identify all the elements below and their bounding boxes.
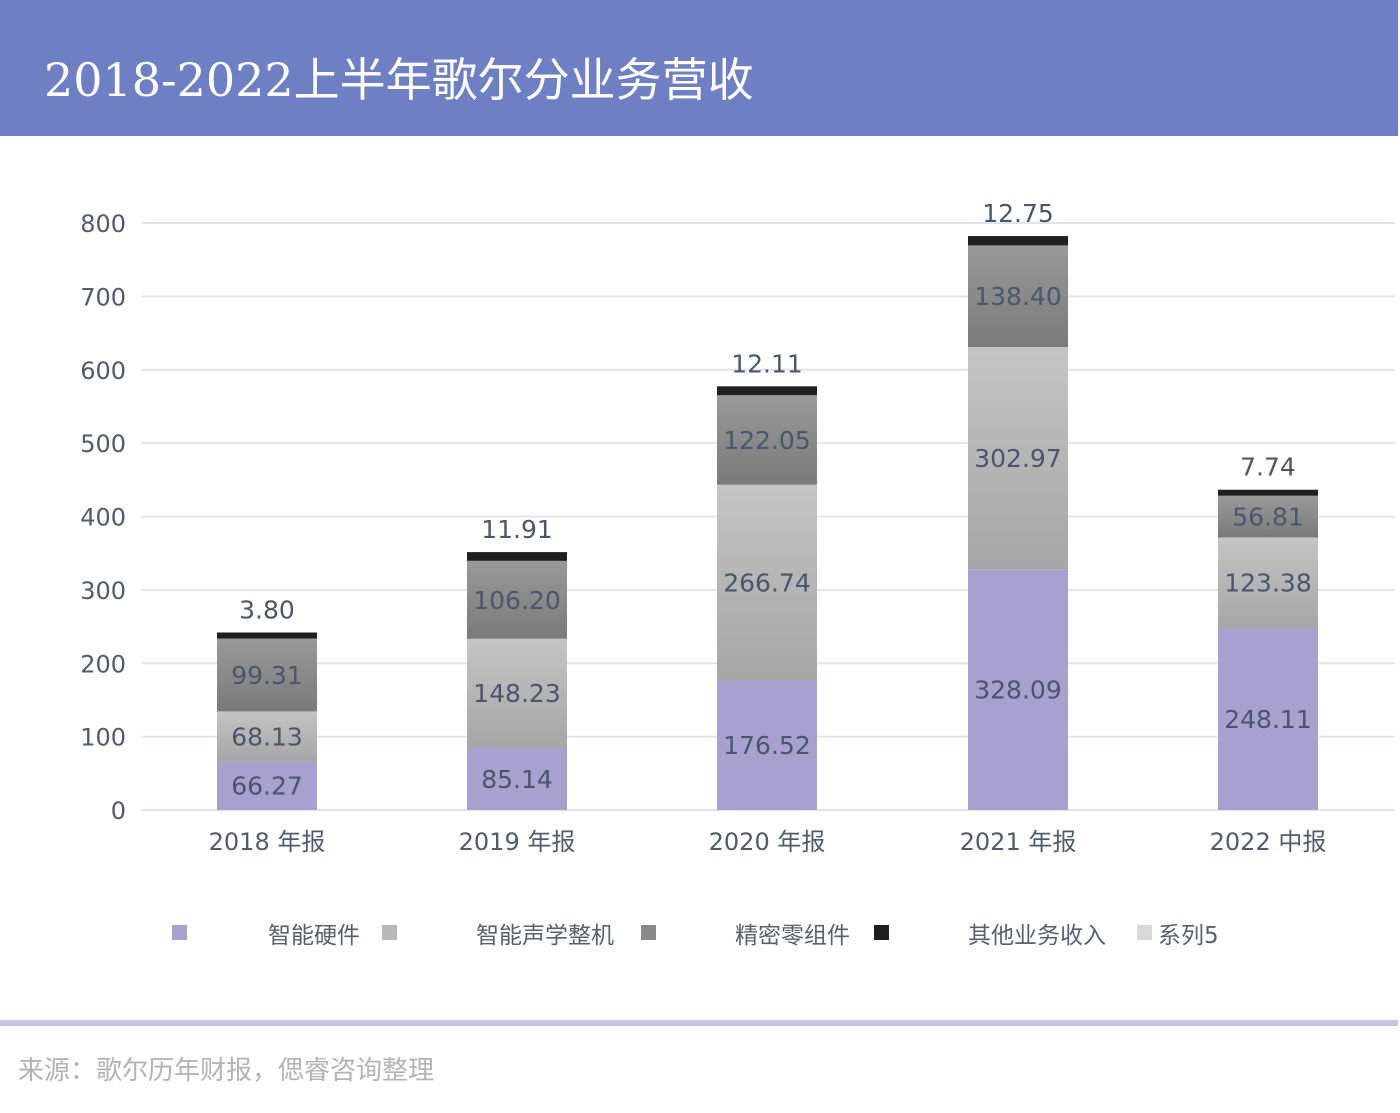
data-label-precision-parts: 99.31: [231, 661, 303, 690]
stacked-bar-chart: 0 100 200 300 400 500 600 700 800 66.27 68.13 99.3…: [80, 199, 1395, 856]
legend-label-precision-parts: 精密零组件: [735, 923, 850, 949]
legend-label-smart-acoustic: 智能声学整机: [476, 923, 614, 949]
y-axis: 0 100 200 300 400 500 600 700 800: [80, 210, 126, 825]
title-banner: 2018-2022上半年歌尔分业务营收: [0, 0, 1398, 136]
data-label-other: 7.74: [1240, 453, 1296, 482]
y-tick-label: 200: [80, 650, 126, 678]
legend-swatch-other: [874, 925, 889, 940]
data-label-precision-parts: 122.05: [723, 426, 810, 455]
legend-swatch-smart-hardware: [172, 925, 187, 940]
data-label-other: 12.11: [731, 349, 803, 378]
data-label-precision-parts: 138.40: [974, 282, 1061, 311]
legend-swatch-precision-parts: [641, 925, 656, 940]
bar-segment-smart-acoustic: [968, 346, 1068, 570]
x-axis: 2018 年报 2019 年报 2020 年报 2021 年报 2022 中报: [209, 828, 1327, 856]
source-note: 来源：歌尔历年财报，偲睿咨询整理: [18, 1056, 435, 1086]
chart-title: 2018-2022上半年歌尔分业务营收: [44, 53, 754, 107]
y-tick-label: 700: [80, 283, 126, 311]
footer-divider: [0, 1020, 1398, 1026]
data-label-smart-hardware: 248.11: [1224, 705, 1311, 734]
bar-segment-smart-acoustic: [1218, 537, 1318, 628]
bar-segment-precision-parts: [1218, 495, 1318, 538]
x-tick-label: 2020 年报: [709, 828, 826, 856]
y-tick-label: 600: [80, 357, 126, 385]
data-label-other: 3.80: [239, 596, 295, 625]
y-tick-label: 800: [80, 210, 126, 238]
bar-segment-smart-hardware: [1218, 627, 1318, 810]
data-label-smart-acoustic: 302.97: [974, 444, 1061, 473]
bar-segment-other: [968, 236, 1068, 246]
bar-segment-smart-acoustic: [217, 711, 317, 762]
bar-segment-smart-acoustic: [467, 638, 567, 748]
bars: [217, 236, 1318, 810]
bar-segment-other: [217, 632, 317, 639]
data-label-smart-acoustic: 68.13: [231, 722, 303, 751]
legend-label-series5: 系列5: [1158, 923, 1219, 949]
data-label-smart-acoustic: 148.23: [473, 679, 560, 708]
y-tick-label: 100: [80, 724, 126, 752]
data-label-smart-hardware: 85.14: [481, 765, 553, 794]
legend-swatch-smart-acoustic: [382, 925, 397, 940]
y-tick-label: 500: [80, 430, 126, 458]
legend-label-other: 其他业务收入: [968, 923, 1106, 949]
bar-segment-smart-hardware: [467, 747, 567, 810]
bar-segment-smart-hardware: [717, 680, 817, 810]
data-labels: 66.27 68.13 99.31 3.80 85.14 148.23 106.20 11.9…: [231, 199, 1312, 801]
bar-segment-other: [1218, 489, 1318, 496]
legend: 智能硬件 智能声学整机 精密零组件 其他业务收入 系列5: [0, 912, 1400, 952]
data-label-smart-acoustic: 123.38: [1224, 569, 1311, 598]
data-label-precision-parts: 56.81: [1232, 503, 1304, 532]
bar-segment-smart-hardware: [217, 761, 317, 810]
data-label-smart-hardware: 176.52: [723, 731, 810, 760]
x-tick-label: 2021 年报: [960, 828, 1077, 856]
data-label-precision-parts: 106.20: [473, 586, 560, 615]
bar-segment-precision-parts: [217, 638, 317, 712]
x-tick-label: 2018 年报: [209, 828, 326, 856]
legend-swatch-series5: [1137, 925, 1152, 940]
data-label-other: 11.91: [481, 515, 553, 544]
y-tick-label: 300: [80, 577, 126, 605]
bar-segment-smart-acoustic: [717, 484, 817, 681]
data-label-smart-acoustic: 266.74: [723, 569, 810, 598]
x-tick-label: 2019 年报: [459, 828, 576, 856]
bar-segment-smart-hardware: [968, 569, 1068, 810]
data-label-other: 12.75: [982, 199, 1054, 228]
bar-segment-other: [467, 552, 567, 561]
y-tick-label: 400: [80, 504, 126, 532]
bar-segment-precision-parts: [467, 560, 567, 639]
x-tick-label: 2022 中报: [1210, 828, 1327, 856]
bar-segment-precision-parts: [968, 245, 1068, 347]
data-label-smart-hardware: 328.09: [974, 676, 1061, 705]
data-label-smart-hardware: 66.27: [231, 772, 303, 801]
legend-label-smart-hardware: 智能硬件: [268, 923, 360, 949]
bar-segment-other: [717, 386, 817, 396]
bar-segment-precision-parts: [717, 395, 817, 485]
y-tick-label: 0: [111, 797, 126, 825]
